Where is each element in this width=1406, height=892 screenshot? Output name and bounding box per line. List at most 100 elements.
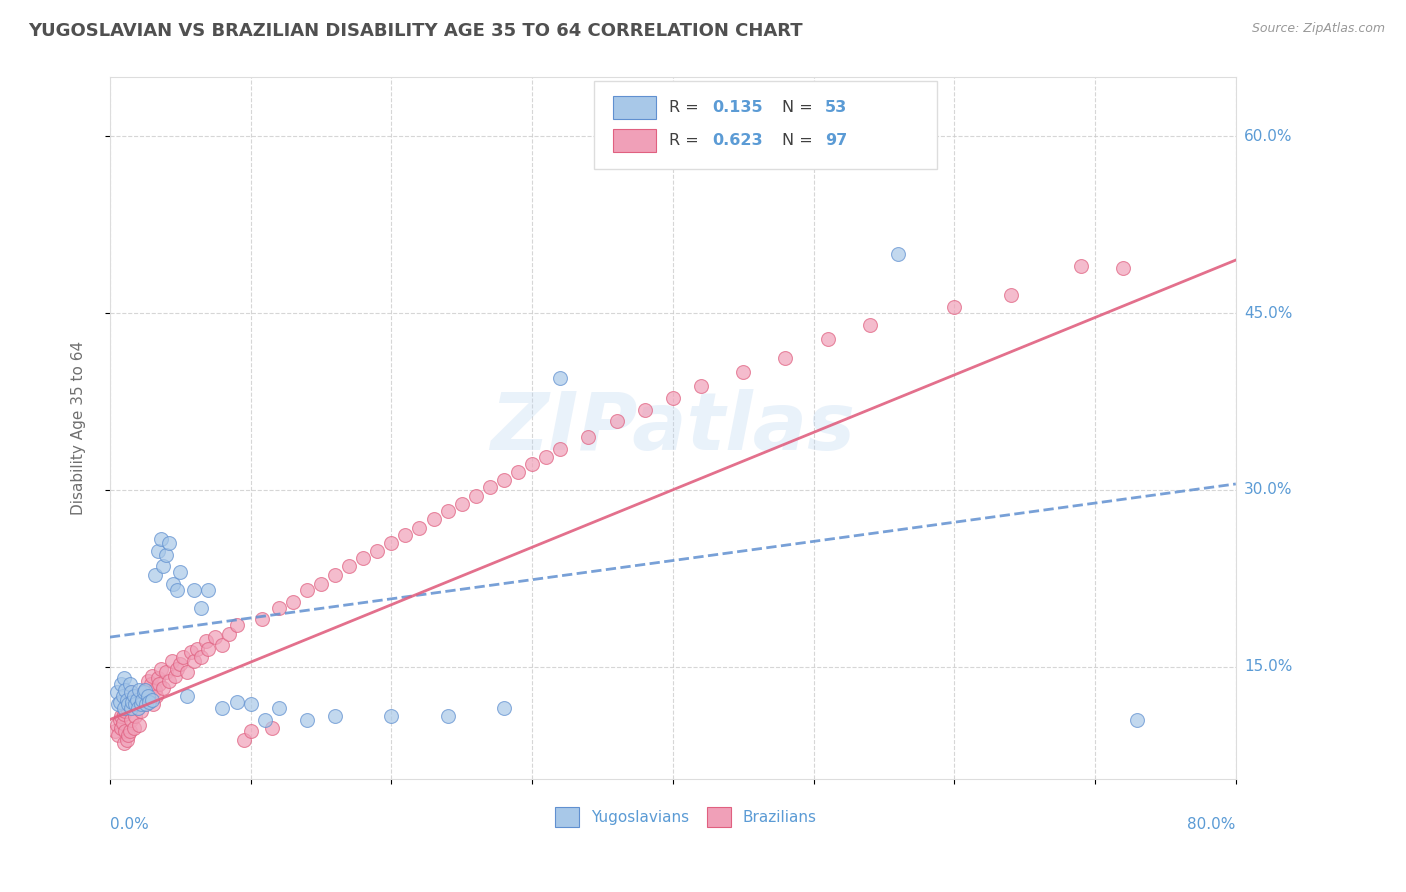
- FancyBboxPatch shape: [613, 129, 657, 152]
- Point: [129, 704, 152, 718]
- Point: [380, 536, 402, 550]
- Point: [1112, 261, 1135, 276]
- Point: [548, 442, 571, 456]
- Point: [128, 683, 150, 698]
- Point: [127, 701, 149, 715]
- Text: 97: 97: [825, 133, 846, 148]
- Point: [135, 698, 157, 712]
- Point: [146, 544, 169, 558]
- Point: [176, 689, 198, 703]
- Point: [166, 582, 188, 597]
- Point: [225, 618, 247, 632]
- Text: R =: R =: [669, 100, 704, 115]
- Point: [132, 698, 155, 712]
- Point: [104, 724, 127, 739]
- Point: [267, 701, 290, 715]
- Point: [135, 692, 157, 706]
- Point: [267, 600, 290, 615]
- Point: [733, 365, 755, 379]
- Point: [186, 641, 208, 656]
- Point: [1126, 713, 1149, 727]
- Point: [128, 718, 150, 732]
- Point: [506, 465, 529, 479]
- Point: [204, 630, 226, 644]
- Point: [114, 724, 136, 739]
- Text: 60.0%: 60.0%: [1244, 128, 1292, 144]
- Point: [155, 665, 177, 680]
- Text: Yugoslavians: Yugoslavians: [591, 810, 689, 824]
- Point: [131, 689, 153, 703]
- Point: [138, 685, 160, 699]
- Point: [122, 721, 145, 735]
- Point: [520, 457, 543, 471]
- Point: [464, 489, 486, 503]
- Point: [436, 709, 458, 723]
- Text: 30.0%: 30.0%: [1244, 483, 1292, 498]
- Point: [136, 673, 159, 688]
- Point: [1000, 288, 1022, 302]
- Point: [775, 351, 797, 365]
- Point: [141, 692, 163, 706]
- Point: [105, 718, 128, 732]
- Point: [134, 683, 156, 698]
- Text: ZIPatlas: ZIPatlas: [491, 389, 855, 467]
- Point: [121, 695, 143, 709]
- Text: N =: N =: [782, 133, 818, 148]
- Point: [157, 536, 180, 550]
- Point: [309, 577, 332, 591]
- Point: [134, 683, 156, 698]
- Point: [250, 612, 273, 626]
- Point: [197, 641, 219, 656]
- Text: N =: N =: [782, 100, 818, 115]
- Point: [114, 683, 136, 698]
- Text: Brazilians: Brazilians: [742, 810, 817, 824]
- Point: [450, 497, 472, 511]
- Point: [662, 391, 685, 405]
- Text: Source: ZipAtlas.com: Source: ZipAtlas.com: [1251, 22, 1385, 36]
- Point: [380, 709, 402, 723]
- Point: [141, 669, 163, 683]
- Point: [422, 512, 444, 526]
- Point: [105, 685, 128, 699]
- Point: [352, 551, 374, 566]
- Point: [887, 247, 910, 261]
- Text: 53: 53: [825, 100, 846, 115]
- Point: [183, 654, 205, 668]
- Text: 80.0%: 80.0%: [1188, 817, 1236, 832]
- Point: [127, 701, 149, 715]
- Text: YUGOSLAVIAN VS BRAZILIAN DISABILITY AGE 35 TO 64 CORRELATION CHART: YUGOSLAVIAN VS BRAZILIAN DISABILITY AGE …: [28, 22, 803, 40]
- Point: [211, 701, 233, 715]
- Point: [180, 645, 202, 659]
- Point: [117, 698, 139, 712]
- Point: [121, 701, 143, 715]
- Point: [136, 689, 159, 703]
- Point: [117, 698, 139, 712]
- Point: [131, 692, 153, 706]
- Text: 0.623: 0.623: [713, 133, 763, 148]
- Point: [169, 566, 191, 580]
- Point: [366, 544, 388, 558]
- Point: [108, 695, 131, 709]
- Point: [129, 698, 152, 712]
- Text: 0.0%: 0.0%: [110, 817, 149, 832]
- Point: [125, 692, 148, 706]
- Point: [239, 724, 262, 739]
- Text: R =: R =: [669, 133, 704, 148]
- Point: [145, 689, 167, 703]
- Point: [225, 695, 247, 709]
- Point: [146, 671, 169, 685]
- Point: [190, 600, 212, 615]
- Point: [157, 673, 180, 688]
- Point: [232, 732, 254, 747]
- Point: [152, 559, 174, 574]
- Point: [295, 713, 318, 727]
- Point: [111, 689, 134, 703]
- Point: [138, 695, 160, 709]
- Point: [859, 318, 882, 332]
- Point: [478, 481, 501, 495]
- Point: [107, 728, 129, 742]
- Point: [211, 639, 233, 653]
- Point: [107, 698, 129, 712]
- Point: [110, 677, 132, 691]
- Point: [112, 671, 135, 685]
